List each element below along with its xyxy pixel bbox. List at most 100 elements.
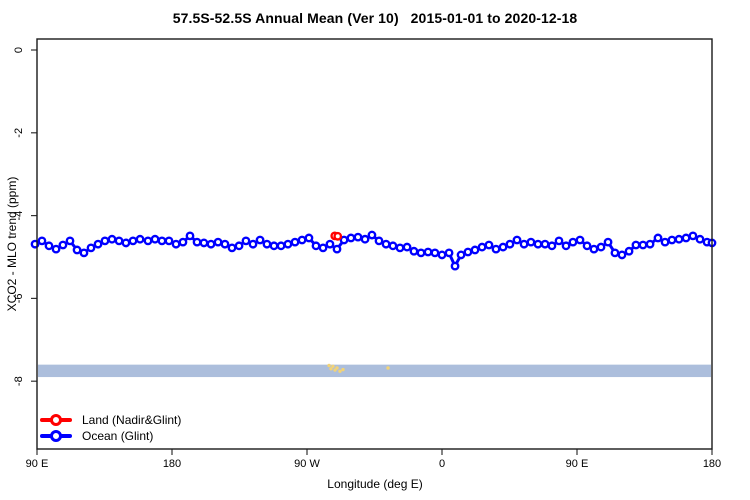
data-point-ocean [484, 240, 494, 250]
data-point-ocean [444, 248, 454, 258]
data-point-ocean [65, 236, 75, 246]
data-point-ocean [653, 233, 663, 243]
data-point-ocean [498, 242, 508, 252]
data-point-ocean [526, 237, 536, 247]
data-point-ocean [360, 234, 370, 244]
data-point-ocean [86, 243, 96, 253]
data-point-ocean [262, 239, 272, 249]
data-point-ocean [79, 248, 89, 258]
data-point-ocean [450, 261, 460, 271]
data-point-ocean [248, 239, 258, 249]
data-point-ocean [206, 239, 216, 249]
data-point-ocean [297, 235, 307, 245]
highlight-band [38, 364, 711, 378]
data-point-ocean [332, 244, 342, 254]
data-point-ocean [220, 239, 230, 249]
data-point-ocean [241, 236, 251, 246]
legend-label-land: Land (Nadir&Glint) [82, 413, 182, 427]
data-point-ocean [135, 234, 145, 244]
data-point-ocean [491, 244, 501, 254]
y-tick-label: -8 [13, 376, 25, 386]
data-point-ocean [227, 243, 237, 253]
y-tick-label: -4 [13, 211, 25, 221]
yellow-dot [335, 366, 339, 370]
data-point-ocean [395, 243, 405, 253]
data-point-ocean [409, 246, 419, 256]
data-point-ocean [304, 233, 314, 243]
data-point-ocean [603, 237, 613, 247]
data-point-ocean [512, 235, 522, 245]
data-point-ocean [589, 244, 599, 254]
data-point-ocean [575, 235, 585, 245]
data-point-ocean [276, 241, 286, 251]
chart-title: 57.5S-52.5S Annual Mean (Ver 10) 2015-01… [172, 10, 578, 26]
y-tick-label: -6 [13, 294, 25, 304]
yellow-dot [331, 364, 335, 368]
legend-item-ocean: Ocean (Glint) [40, 428, 181, 444]
data-point-ocean [283, 239, 293, 249]
data-point-ocean [58, 240, 68, 250]
data-point-ocean [164, 236, 174, 246]
data-point-ocean [37, 236, 47, 246]
data-point-ocean [100, 236, 110, 246]
data-point-ocean [150, 234, 160, 244]
yellow-dot [338, 369, 342, 373]
data-point-ocean [423, 247, 433, 257]
data-point-ocean [667, 235, 677, 245]
data-point-ocean [107, 234, 117, 244]
data-point-ocean [199, 238, 209, 248]
yellow-dot [327, 363, 331, 368]
data-point-ocean [638, 240, 648, 250]
data-point-ocean [660, 237, 670, 247]
yellow-dot [329, 367, 333, 371]
data-point-ocean [128, 236, 138, 246]
data-point-ocean [437, 250, 447, 260]
yellow-dot [386, 366, 390, 370]
data-point-ocean [568, 237, 578, 247]
data-point-ocean [547, 241, 557, 251]
data-point-ocean [290, 237, 300, 247]
yellow-dot [341, 367, 345, 372]
data-point-land [333, 231, 343, 241]
data-point-ocean [325, 239, 335, 249]
x-tick-label: 0 [439, 458, 445, 470]
plot-box [36, 38, 713, 450]
data-point-ocean [121, 238, 131, 248]
data-point-ocean [540, 239, 550, 249]
data-point-ocean [114, 236, 124, 246]
data-point-ocean [681, 233, 691, 243]
x-axis-label: Longitude (deg E) [327, 477, 423, 491]
data-point-ocean [234, 241, 244, 251]
ocean-series-key-icon [40, 430, 72, 442]
data-point-ocean [624, 246, 634, 256]
data-point-ocean [374, 236, 384, 246]
legend: Land (Nadir&Glint) Ocean (Glint) [40, 412, 181, 444]
data-point-ocean [185, 231, 195, 241]
x-tick-label: 90 E [26, 458, 49, 470]
data-point-ocean [610, 248, 620, 258]
legend-item-land: Land (Nadir&Glint) [40, 412, 181, 428]
data-point-ocean [213, 237, 223, 247]
x-tick-label: 90 E [566, 458, 589, 470]
data-point-ocean [72, 245, 82, 255]
data-point-ocean [346, 233, 356, 243]
data-point-ocean [318, 243, 328, 253]
y-tick-label: -2 [13, 128, 25, 138]
data-point-ocean [430, 248, 440, 258]
data-point-ocean [171, 239, 181, 249]
data-point-ocean [582, 241, 592, 251]
data-point-ocean [416, 248, 426, 258]
data-point-ocean [269, 241, 279, 251]
data-point-ocean [674, 234, 684, 244]
data-point-ocean [688, 231, 698, 241]
data-point-ocean [470, 245, 480, 255]
data-point-ocean [143, 236, 153, 246]
data-point-ocean [402, 242, 412, 252]
data-point-ocean [311, 241, 321, 251]
data-point-ocean [456, 250, 466, 260]
data-point-ocean [367, 230, 377, 240]
data-point-ocean [44, 241, 54, 251]
data-point-ocean [381, 239, 391, 249]
